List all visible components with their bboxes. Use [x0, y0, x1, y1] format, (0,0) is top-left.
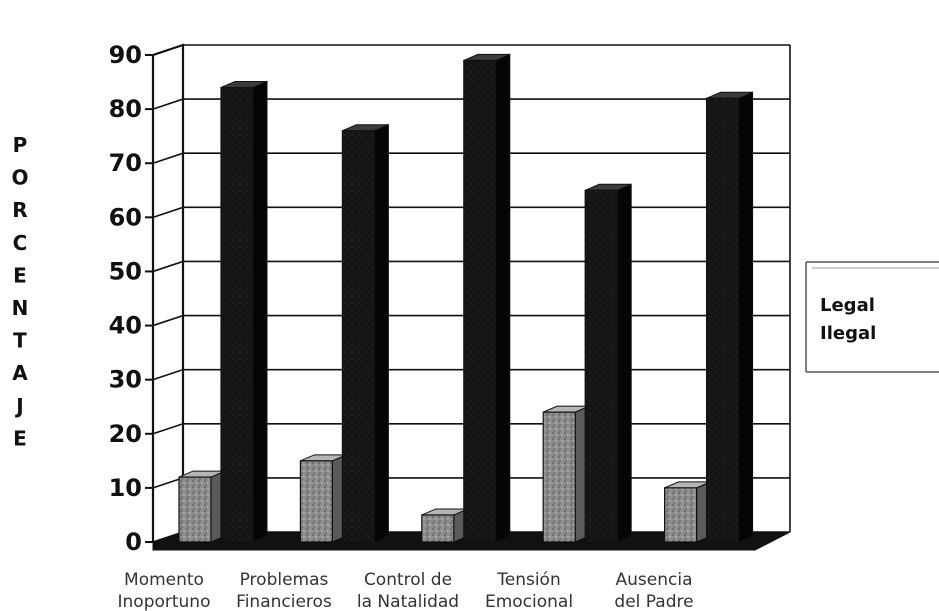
gridline: [152, 44, 790, 56]
bar-side: [373, 123, 389, 543]
y-axis-label-letter: A: [12, 361, 28, 385]
y-axis-label-letter: O: [11, 166, 28, 190]
y-axis-label-letter: R: [12, 198, 27, 222]
bar-front: [663, 487, 698, 543]
y-tick-label: 10: [109, 474, 142, 502]
bar-legal: [542, 405, 590, 543]
bar-ilegal: [341, 123, 389, 543]
bar-front: [341, 130, 375, 543]
bar-front: [178, 476, 212, 543]
y-axis-label-letter: C: [13, 231, 28, 255]
bar-front: [542, 411, 576, 543]
category-label: Control de: [364, 570, 452, 590]
y-tick-label: 30: [109, 366, 142, 394]
category-label: Momento: [124, 570, 204, 590]
category-label: Inoportuno: [118, 592, 211, 611]
bar-front: [220, 86, 254, 543]
y-axis-label-letter: E: [13, 426, 27, 450]
bar-side: [495, 53, 511, 543]
bar-front: [299, 460, 333, 543]
bar-legal: [178, 470, 226, 543]
category-label: del Padre: [614, 592, 693, 611]
category-label: Emocional: [485, 592, 573, 611]
bar-front: [705, 97, 740, 543]
y-tick-labels: 0 10 20 30 40 50 60 70 80 90: [109, 41, 142, 556]
bar-ilegal: [463, 53, 511, 543]
legend-label-ilegal: Ilegal: [820, 323, 876, 344]
bars: [178, 53, 754, 543]
y-tick-label: 80: [109, 95, 142, 123]
bar-legal: [663, 481, 712, 543]
legend-label-legal: Legal: [820, 295, 875, 316]
bar-side: [616, 183, 632, 543]
y-tick-label: 60: [109, 203, 142, 231]
category-label: la Natalidad: [357, 592, 459, 611]
y-tick-label: 50: [109, 257, 142, 285]
bar-side: [252, 80, 268, 543]
category-label: Tensión: [496, 570, 560, 590]
y-tick-label: 40: [109, 312, 142, 340]
y-tick-label: 70: [109, 149, 142, 177]
bar-side: [738, 91, 754, 543]
bar-front: [421, 514, 455, 543]
y-axis-label-letter: J: [14, 394, 23, 418]
y-axis-label-letter: T: [13, 329, 27, 353]
bar-ilegal: [220, 80, 268, 543]
bar-legal: [421, 508, 469, 543]
bar-front: [584, 189, 618, 543]
y-tick-label: 20: [109, 420, 142, 448]
legend-box-frame: [805, 261, 939, 373]
y-axis-label-letter: N: [12, 296, 29, 320]
category-label: Financieros: [236, 592, 332, 611]
bar-legal: [299, 454, 347, 543]
y-tick-label: 0: [125, 528, 142, 556]
bar-ilegal: [584, 183, 632, 543]
y-axis-label-letter: P: [13, 133, 28, 157]
legend: Legal Ilegal: [805, 261, 939, 373]
left-wall-edge: [151, 43, 185, 542]
category-labels: Momento Inoportuno Problemas Financieros Con…: [118, 570, 694, 611]
category-label: Ausencia: [616, 570, 693, 590]
y-tick-label: 90: [109, 41, 142, 69]
y-axis-label-letter: E: [13, 263, 27, 287]
bar-ilegal: [705, 91, 754, 543]
bar-front: [463, 59, 497, 543]
category-label: Problemas: [240, 570, 329, 590]
